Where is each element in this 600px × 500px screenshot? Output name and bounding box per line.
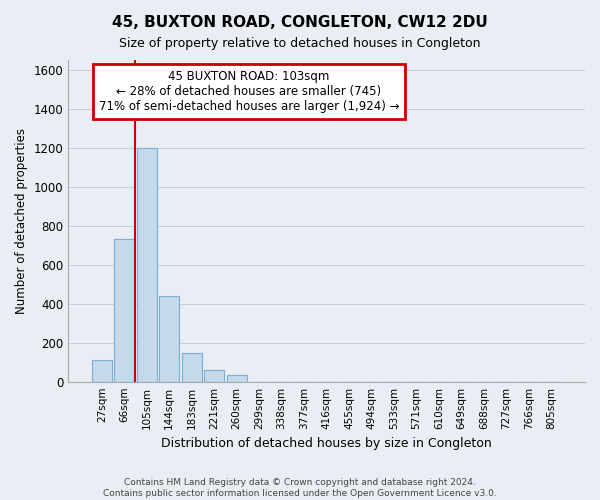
Bar — [114, 240, 134, 382]
Bar — [159, 296, 179, 382]
Text: 45 BUXTON ROAD: 103sqm
← 28% of detached houses are smaller (745)
71% of semi-de: 45 BUXTON ROAD: 103sqm ← 28% of detached… — [99, 70, 400, 112]
Text: 45, BUXTON ROAD, CONGLETON, CW12 2DU: 45, BUXTON ROAD, CONGLETON, CW12 2DU — [112, 15, 488, 30]
Y-axis label: Number of detached properties: Number of detached properties — [15, 128, 28, 314]
Bar — [137, 148, 157, 382]
Bar — [204, 370, 224, 382]
Bar — [182, 354, 202, 382]
Bar — [92, 360, 112, 382]
X-axis label: Distribution of detached houses by size in Congleton: Distribution of detached houses by size … — [161, 437, 492, 450]
Text: Size of property relative to detached houses in Congleton: Size of property relative to detached ho… — [119, 38, 481, 51]
Bar — [227, 375, 247, 382]
Text: Contains HM Land Registry data © Crown copyright and database right 2024.
Contai: Contains HM Land Registry data © Crown c… — [103, 478, 497, 498]
